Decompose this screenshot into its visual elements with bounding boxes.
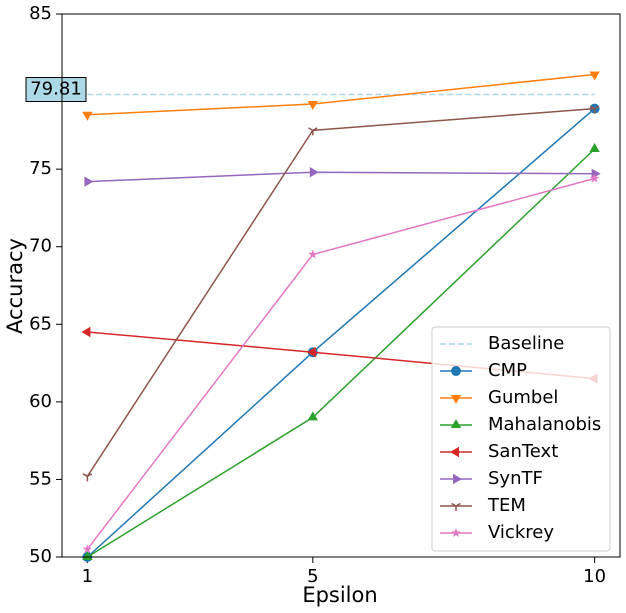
y-tick-label: 85 xyxy=(29,3,52,24)
legend-marker xyxy=(450,395,462,404)
series-line xyxy=(87,171,595,183)
legend-label: CMP xyxy=(488,360,527,381)
legend-label: Vickrey xyxy=(488,522,554,543)
data-point xyxy=(82,473,93,482)
legend-marker xyxy=(453,473,462,485)
data-point xyxy=(307,411,318,421)
data-point xyxy=(308,249,318,259)
y-axis-label: Accuracy xyxy=(3,238,27,334)
baseline-label: 79.81 xyxy=(30,79,82,100)
plot-frame xyxy=(61,13,621,558)
legend-marker xyxy=(450,446,459,458)
x-tick-label: 5 xyxy=(307,566,318,587)
legend-marker xyxy=(451,528,461,537)
y-tick-label: 50 xyxy=(29,546,52,567)
data-point xyxy=(589,71,600,81)
legend-label: Mahalanobis xyxy=(488,414,601,435)
x-tick-label: 1 xyxy=(82,566,93,587)
data-point xyxy=(307,101,318,110)
data-point xyxy=(589,105,600,114)
y-tick-label: 75 xyxy=(29,158,52,179)
x-tick-label: 10 xyxy=(583,566,606,587)
data-point xyxy=(84,176,94,187)
y-tick-label: 55 xyxy=(29,468,52,489)
data-point xyxy=(306,347,316,358)
data-point xyxy=(82,544,93,554)
data-point xyxy=(82,551,93,560)
legend-label: Baseline xyxy=(488,333,564,354)
legend-label: TEM xyxy=(487,495,526,516)
data-point xyxy=(82,111,93,121)
y-tick-label: 70 xyxy=(29,236,52,257)
data-point xyxy=(589,173,600,183)
y-tick-label: 65 xyxy=(29,313,52,334)
legend-marker xyxy=(451,502,461,511)
legend-label: SanText xyxy=(488,441,558,462)
legend-frame xyxy=(431,326,611,552)
x-axis-label: Epsilon xyxy=(302,583,377,607)
data-point xyxy=(309,167,319,178)
legend-label: SynTF xyxy=(488,468,543,489)
y-tick-label: 60 xyxy=(29,391,52,412)
baseline-label-box xyxy=(25,77,87,103)
data-point xyxy=(81,326,91,338)
legend: Baseline CMP Gumbel Mahalanobis SanText SynTF… xyxy=(431,326,611,552)
legend-marker xyxy=(451,366,461,376)
data-point xyxy=(589,143,600,152)
data-point xyxy=(308,127,318,136)
legend-label: Gumbel xyxy=(488,387,558,408)
legend-marker xyxy=(450,419,462,428)
